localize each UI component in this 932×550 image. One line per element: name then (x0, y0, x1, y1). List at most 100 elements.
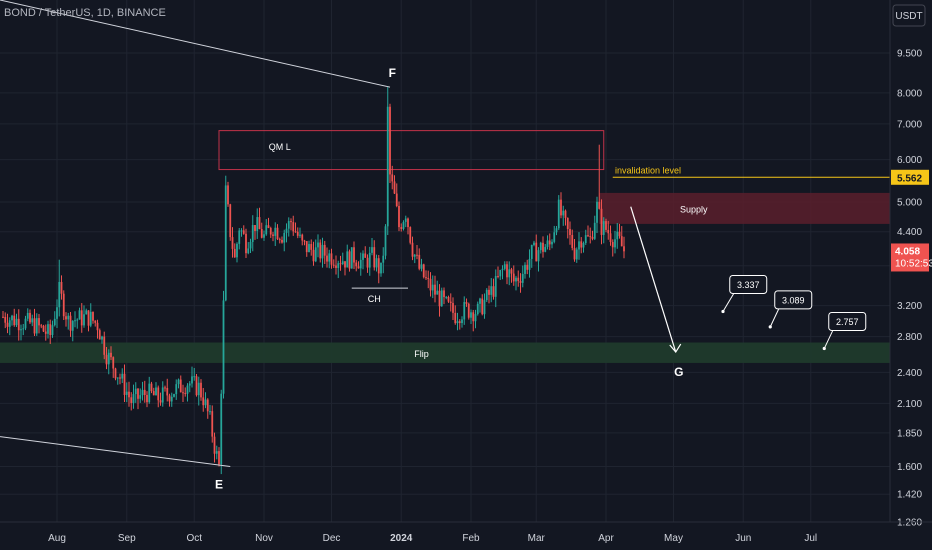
currency-button-label: USDT (895, 11, 922, 22)
candle (249, 238, 252, 254)
candle (179, 375, 182, 393)
candle (236, 242, 238, 263)
candle (402, 220, 405, 231)
candle (80, 303, 83, 333)
candle (373, 240, 376, 271)
candle (494, 269, 497, 308)
candle (222, 290, 225, 399)
candle (467, 302, 470, 320)
last-price-value: 4.058 (895, 246, 920, 257)
candle (377, 254, 380, 284)
candle (431, 275, 434, 299)
candle (332, 259, 335, 268)
candle (398, 201, 400, 232)
candle (321, 237, 324, 268)
candle (51, 320, 54, 338)
candle (456, 312, 459, 331)
grid-lines (0, 0, 890, 523)
candle (76, 318, 79, 329)
time-tick-label: Jun (735, 533, 751, 544)
candle (562, 205, 565, 226)
price-tick-label: 2.800 (897, 332, 922, 343)
symbol-title: BOND / TetherUS, 1D, BINANCE (4, 7, 166, 19)
candle (429, 272, 432, 297)
candle (213, 432, 216, 463)
candle (40, 323, 43, 329)
candle (211, 405, 214, 443)
candle (247, 242, 250, 255)
candle (575, 247, 578, 263)
candle (571, 229, 574, 251)
candle (501, 265, 504, 280)
candle (616, 223, 619, 249)
candle (227, 181, 229, 207)
candle (168, 393, 171, 407)
candle (413, 253, 416, 264)
candle (488, 285, 490, 304)
candle (479, 297, 481, 313)
candle (89, 303, 92, 328)
candle (175, 379, 178, 400)
candle (454, 305, 457, 325)
candle (112, 356, 115, 378)
candle (524, 262, 526, 279)
candle (161, 381, 164, 407)
candle (449, 293, 452, 312)
candle (521, 265, 524, 288)
candle (589, 227, 592, 244)
invalidation-label: invalidation level (615, 165, 681, 175)
candle (485, 288, 488, 303)
candle (386, 87, 389, 235)
candle (346, 244, 349, 268)
target-value: 3.337 (737, 280, 760, 290)
candle (265, 219, 268, 236)
candle (382, 247, 385, 274)
candle (362, 250, 364, 270)
candle (269, 226, 272, 238)
candle (395, 183, 398, 208)
candle (380, 262, 382, 277)
candle (220, 389, 223, 475)
candle (141, 381, 144, 401)
candle (605, 218, 607, 233)
zones-layer (0, 130, 890, 363)
candle (580, 237, 583, 254)
candle (47, 320, 49, 339)
candle (551, 239, 553, 249)
candle (285, 223, 288, 243)
candle (4, 312, 7, 329)
candle (67, 312, 70, 330)
time-axis[interactable]: Aug Sep Oct Nov Dec 2024 Feb Mar Apr May Jun Jul (48, 533, 817, 544)
candle (344, 261, 346, 276)
candle (472, 309, 475, 332)
candle (6, 313, 9, 334)
candle (544, 244, 547, 253)
candle (508, 261, 511, 286)
candle (2, 310, 4, 319)
currency-button[interactable]: USDT (892, 4, 926, 27)
candle (119, 373, 121, 385)
candle (533, 240, 535, 247)
candle (258, 207, 261, 230)
candle (305, 241, 308, 257)
candle (614, 230, 616, 254)
candle (58, 259, 61, 317)
candle (611, 239, 614, 257)
price-tick-label: 2.400 (897, 368, 922, 379)
candle (515, 275, 517, 291)
candle (240, 228, 243, 237)
zone-label-supply: Supply (680, 204, 708, 214)
candle (497, 266, 499, 279)
candle (294, 222, 297, 233)
candle (474, 309, 477, 329)
candle (470, 309, 472, 324)
candle (166, 378, 169, 402)
candle (350, 247, 353, 269)
candle (566, 217, 569, 239)
candle (206, 398, 209, 419)
candle (146, 391, 148, 408)
candle (465, 298, 468, 307)
candle (49, 319, 52, 344)
candle (458, 319, 461, 330)
